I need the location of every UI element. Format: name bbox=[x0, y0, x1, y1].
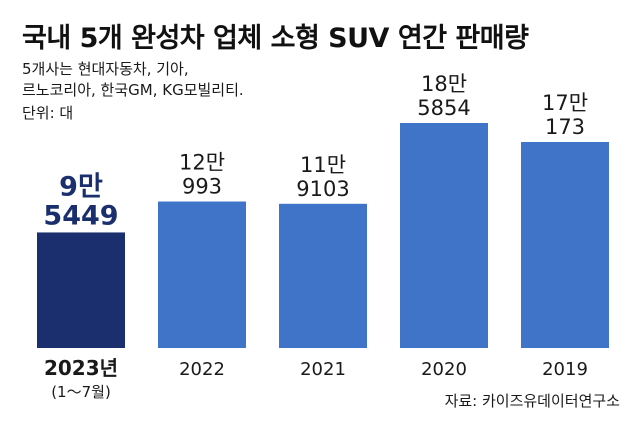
note-line-2: 르노코리아, 한국GM, KG모빌리티. bbox=[22, 81, 244, 99]
value-label: 5449 bbox=[43, 200, 118, 231]
category-label: 2019 bbox=[542, 359, 588, 380]
bar-2020 bbox=[400, 123, 488, 348]
value-label: 11만 bbox=[300, 153, 346, 177]
value-label: 12만 bbox=[179, 151, 225, 175]
value-label: 18만 bbox=[421, 72, 467, 96]
bar-2023년 bbox=[37, 232, 125, 348]
category-label: 2020 bbox=[421, 359, 467, 380]
unit-note: 단위: 대 bbox=[22, 104, 74, 122]
value-label: 9만 bbox=[59, 171, 103, 202]
value-label: 17만 bbox=[542, 91, 588, 115]
value-label: 173 bbox=[545, 115, 585, 139]
chart-title: 국내 5개 완성차 업체 소형 SUV 연간 판매량 bbox=[22, 23, 529, 54]
category-label: 2021 bbox=[300, 359, 346, 380]
note-line-1: 5개사는 현대자동차, 기아, bbox=[22, 60, 189, 78]
source-note: 자료: 카이즈유데이터연구소 bbox=[444, 392, 620, 410]
bar-2019 bbox=[521, 141, 609, 348]
category-sublabel: (1～7월) bbox=[51, 383, 111, 401]
value-label: 5854 bbox=[417, 96, 470, 120]
value-label: 9103 bbox=[296, 177, 349, 201]
bar-2021 bbox=[279, 203, 367, 348]
category-label: 2023년 bbox=[44, 356, 118, 380]
value-label: 993 bbox=[182, 175, 222, 199]
bar-2022 bbox=[158, 201, 246, 348]
category-label: 2022 bbox=[179, 359, 225, 380]
